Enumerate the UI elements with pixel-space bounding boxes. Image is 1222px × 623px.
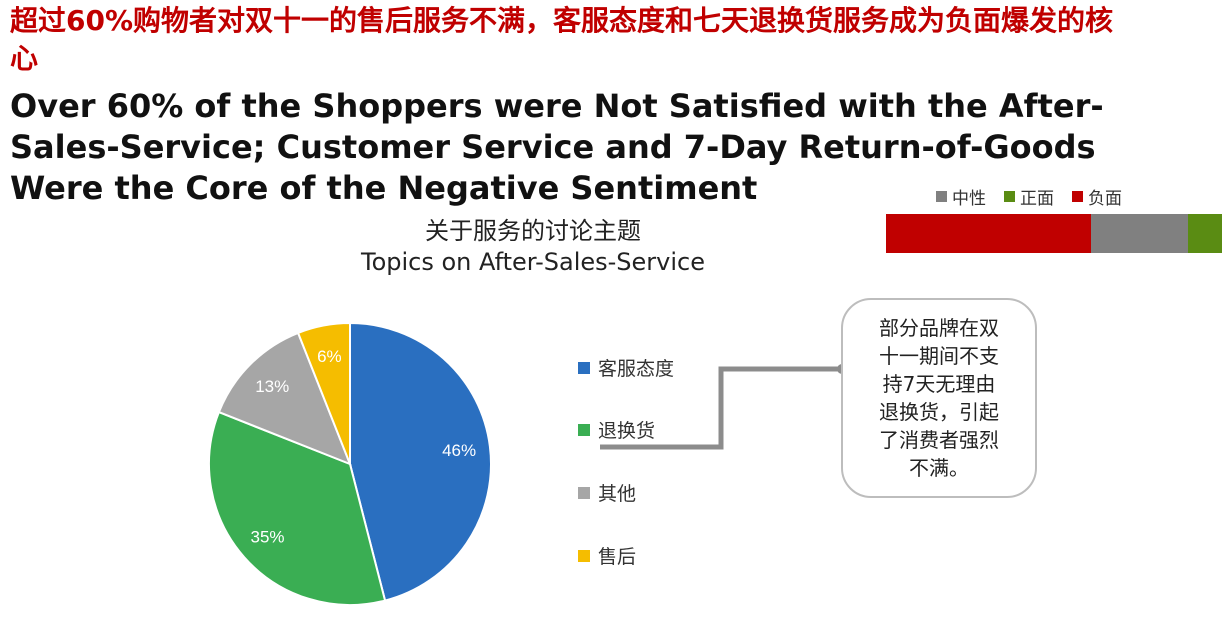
- sentiment-legend: 中性 正面 负面: [936, 184, 1122, 209]
- positive-label: 正面: [1020, 189, 1054, 209]
- sentiment-bar-negative: [886, 214, 1091, 253]
- sentiment-legend-neutral: 中性: [936, 184, 986, 209]
- callout-connector: [600, 364, 846, 450]
- pie-data-label: 35%: [250, 528, 284, 547]
- pie-slice-other: [217, 331, 352, 466]
- pie-data-label: 6%: [317, 347, 342, 366]
- sentiment-bar-positive: [1188, 214, 1222, 253]
- callout-box: 部分品牌在双 十一期间不支 持7天无理由 退换货，引起 了消费者强烈 不满。: [841, 298, 1037, 498]
- negative-swatch: [1072, 191, 1083, 202]
- sentiment-bar-neutral: [1090, 214, 1189, 253]
- pie-slice-returns: [208, 410, 387, 606]
- english-title: Over 60% of the Shoppers were Not Satisf…: [10, 87, 1104, 207]
- other-swatch: [578, 486, 590, 499]
- legend-item-after-sales: 售后: [578, 542, 636, 569]
- neutral-label: 中性: [952, 189, 986, 209]
- legend-label-after-sales: 售后: [598, 546, 637, 568]
- chart-subtitle-en: Topics on After-Sales-Service: [360, 248, 705, 276]
- callout-line: 十一期间不支: [879, 344, 999, 368]
- returns-swatch: [578, 423, 590, 436]
- legend-label-returns: 退换货: [598, 420, 656, 442]
- chart-title: 关于服务的讨论主题 Topics on After-Sales-Service: [300, 216, 766, 278]
- chinese-title: 超过60%购物者对双十一的售后服务不满，客服态度和七天退换货服务成为负面爆发的核…: [10, 4, 1114, 75]
- legend-label-customer-service: 客服态度: [598, 358, 675, 380]
- legend-item-other: 其他: [578, 479, 636, 506]
- callout-text: 部分品牌在双 十一期间不支 持7天无理由 退换货，引起 了消费者强烈 不满。: [864, 314, 1014, 482]
- pie-data-label: 46%: [442, 441, 476, 460]
- legend-label-other: 其他: [598, 483, 637, 505]
- legend-item-returns: 退换货: [578, 416, 655, 443]
- chart-title-cn: 关于服务的讨论主题: [425, 217, 641, 245]
- connector-line: [600, 366, 842, 450]
- legend-item-customer-service: 客服态度: [578, 354, 674, 381]
- neutral-swatch: [936, 191, 947, 202]
- sentiment-legend-positive: 正面: [1004, 184, 1054, 209]
- customer-service-swatch: [578, 361, 590, 374]
- callout-line: 持7天无理由: [882, 372, 996, 396]
- pie-chart: 46% 35% 13% 6%: [208, 321, 492, 606]
- positive-swatch: [1004, 191, 1015, 202]
- pie-slice-after-sales: [296, 321, 351, 465]
- pie-data-label: 13%: [255, 377, 289, 396]
- callout-line: 了消费者强烈: [879, 428, 999, 452]
- callout-line: 不满。: [909, 456, 969, 480]
- callout-line: 部分品牌在双: [879, 316, 999, 340]
- callout-line: 退换货，引起: [879, 400, 999, 424]
- negative-label: 负面: [1088, 189, 1122, 209]
- sentiment-legend-negative: 负面: [1072, 184, 1122, 209]
- pie-slice-customer-service: [349, 321, 492, 602]
- sentiment-bar: [886, 214, 1222, 253]
- after-sales-swatch: [578, 549, 590, 562]
